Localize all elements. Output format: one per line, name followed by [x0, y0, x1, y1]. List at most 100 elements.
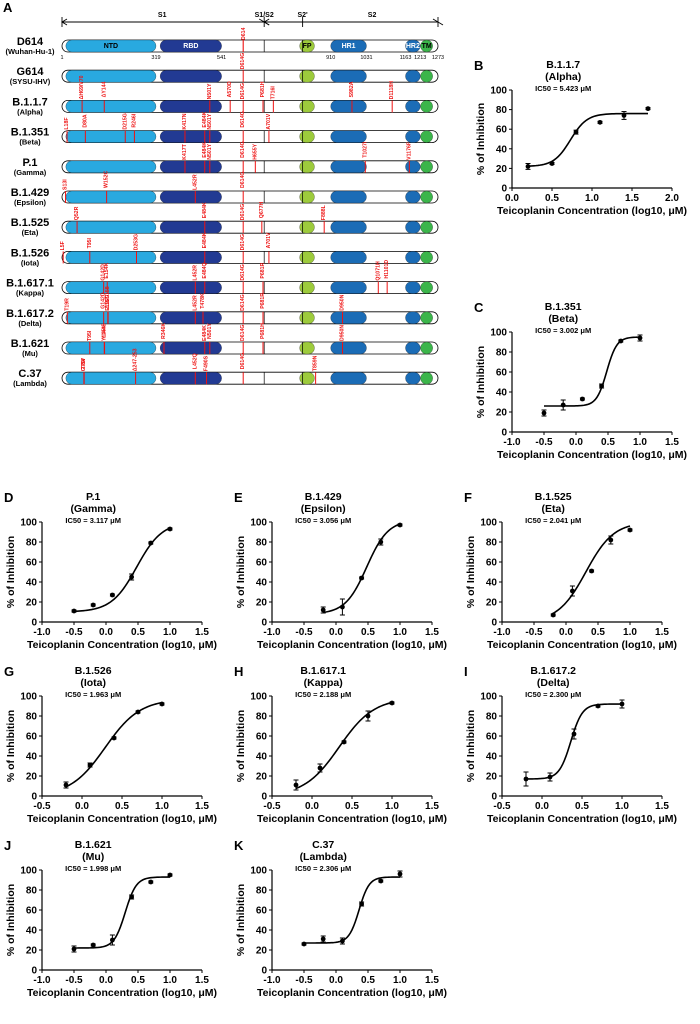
x-tick-label: 1.0: [615, 801, 629, 812]
mutation-label: Q52R: [74, 206, 80, 220]
residue-position: 1: [60, 55, 63, 61]
variant-lineage-label: (SYSU-IHV): [10, 77, 51, 86]
mutation-label: S982A: [349, 81, 355, 97]
data-point: [570, 588, 575, 594]
x-tick-label: -0.5: [493, 801, 511, 812]
domain-fp: [299, 70, 315, 83]
y-tick-label: 20: [496, 164, 508, 175]
mutation-label: R346K: [161, 323, 167, 339]
data-point: [317, 765, 323, 771]
x-tick-label: 2.0: [665, 193, 679, 204]
mutation-label: T19R: [64, 298, 70, 311]
mutation-label: S13I: [63, 179, 69, 190]
data-point: [63, 782, 69, 788]
x-axis-label: Teicoplanin Concentration (log10, μM): [27, 639, 217, 651]
mutation-label: F888L: [321, 204, 327, 220]
x-tick-label: 1.5: [655, 627, 669, 638]
y-tick-label: 80: [486, 538, 498, 549]
variant-lineage-label: (Lambda): [13, 379, 47, 388]
x-tick-label: 1.5: [195, 627, 209, 638]
x-tick-label: 0.5: [591, 627, 605, 638]
mutation-label: D950N: [340, 325, 346, 341]
data-point: [167, 526, 173, 532]
variant-name-label: B.1.617.1: [6, 278, 54, 290]
panel-letter: I: [464, 664, 468, 679]
data-point: [365, 713, 371, 719]
data-point: [549, 161, 555, 166]
domain-ntd: [65, 341, 157, 355]
mutation-label: K417T: [182, 143, 188, 159]
y-tick-label: 20: [26, 946, 38, 957]
data-point: [129, 894, 135, 900]
mutation-label: Δ247-253: [133, 348, 139, 371]
x-tick-label: -1.0: [503, 437, 521, 448]
domain-hr2: [405, 372, 421, 385]
domain-rbd: [159, 39, 222, 53]
ic50-label: IC50 = 3.056 μM: [295, 516, 351, 525]
mutation-label: G75V: [81, 357, 87, 371]
variant-name-label: B.1.429: [11, 187, 50, 199]
mutation-label: D614G: [240, 172, 246, 188]
y-tick-label: 20: [486, 598, 498, 609]
mutation-label: P681H: [260, 81, 266, 97]
ic50-label: IC50 = 3.002 μM: [535, 326, 591, 335]
y-axis-label: % of Inhibition: [465, 536, 477, 608]
x-tick-label: 0.5: [601, 437, 615, 448]
x-axis-label: Teicoplanin Concentration (log10, μM): [27, 987, 217, 999]
y-axis-label: % of Inhibition: [5, 884, 17, 956]
mutation-label: ΔH69/V70: [79, 75, 85, 99]
mutation-label: F490S: [204, 355, 210, 371]
residue-position: 319: [151, 55, 160, 61]
y-tick-label: 60: [26, 558, 38, 569]
domain-tm: [420, 341, 433, 355]
residue-position: 1213: [414, 55, 426, 61]
y-axis-label: % of Inhibition: [235, 884, 247, 956]
x-tick-label: 1.5: [425, 801, 439, 812]
domain-rbd: [159, 70, 222, 83]
panel-letter: C: [474, 300, 484, 315]
mutation-label: A701V: [266, 232, 272, 248]
data-point: [550, 612, 556, 618]
chart-i: I B.1.617.2(Delta)IC50 = 2.300 μM 0 20 40 60 8…: [464, 664, 677, 825]
data-point: [619, 701, 625, 707]
data-point: [397, 871, 403, 877]
fit-curve: [65, 701, 163, 788]
panel-letter: D: [4, 490, 13, 505]
x-axis-label: Teicoplanin Concentration (log10, μM): [257, 813, 447, 825]
y-tick-label: 0: [31, 966, 37, 977]
domain-hr1: [330, 251, 367, 264]
data-point: [320, 607, 326, 613]
mutation-label: T95I: [87, 237, 93, 248]
domain-fp: [299, 100, 315, 113]
y-tick-label: 60: [496, 125, 508, 136]
y-tick-label: 100: [490, 86, 507, 97]
y-tick-label: 40: [256, 578, 268, 589]
chart-f: F B.1.525(Eta)IC50 = 2.041 μM 0 20 40 60 80 100…: [464, 490, 677, 651]
mutation-label: Δ157/158: [105, 286, 111, 309]
data-point: [378, 878, 384, 884]
mutation-label: P681R: [260, 293, 266, 309]
data-point: [148, 879, 154, 885]
y-tick-label: 0: [501, 428, 507, 439]
x-tick-label: 1.5: [655, 801, 669, 812]
domain-tm: [420, 251, 433, 264]
mutation-label: H1101D: [384, 260, 390, 279]
data-point: [595, 703, 601, 709]
x-tick-label: -1.0: [33, 627, 51, 638]
domain-tm: [420, 70, 433, 83]
x-tick-label: 0.5: [545, 193, 559, 204]
data-point: [547, 774, 553, 780]
ic50-label: IC50 = 2.188 μM: [295, 690, 351, 699]
domain-hr2: [405, 311, 421, 324]
data-point: [621, 113, 627, 118]
chart-title: B.1.525: [535, 491, 572, 503]
mutation-label: T716I: [270, 86, 276, 100]
y-axis-label: % of Inhibition: [235, 536, 247, 608]
domain-hr1: [330, 372, 367, 385]
fit-curve: [323, 523, 401, 614]
x-axis-label: Teicoplanin Concentration (log10, μM): [257, 987, 447, 999]
residue-position: 1273: [432, 55, 444, 61]
mutation-label: E484K: [202, 111, 208, 127]
mutation-label: R246I: [131, 113, 137, 127]
